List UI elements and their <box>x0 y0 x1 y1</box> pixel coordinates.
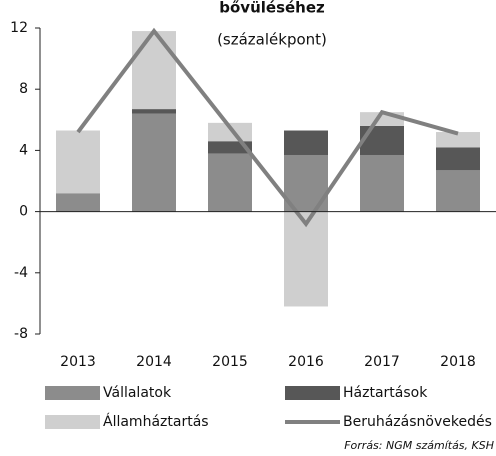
y-tick-label: 12 <box>10 20 28 36</box>
x-tick-label: 2018 <box>440 354 476 370</box>
legend-swatch <box>285 386 340 400</box>
x-tick-label: 2014 <box>136 354 172 370</box>
y-tick-label: -8 <box>14 326 28 342</box>
legend-label: Államháztartás <box>103 413 209 430</box>
bar-segment <box>208 153 252 212</box>
line-series <box>76 27 459 228</box>
bar-segment <box>436 132 480 148</box>
x-tick-label: 2017 <box>364 354 400 370</box>
bar-segment <box>360 154 404 212</box>
x-tick-label: 2015 <box>212 354 248 370</box>
legend-swatch <box>45 415 100 429</box>
legend-label: Beruházásnövekedés <box>343 414 492 430</box>
bar-segment <box>56 193 100 212</box>
x-tick-label: 2013 <box>60 354 96 370</box>
bar-segment <box>436 170 480 212</box>
bar-segment <box>132 113 176 212</box>
y-tick-label: -4 <box>14 265 28 281</box>
bar-segment <box>132 109 176 114</box>
legend-label: Háztartások <box>343 385 428 401</box>
bar-segment <box>360 125 404 155</box>
y-tick-label: 4 <box>19 142 28 158</box>
x-tick-label: 2016 <box>288 354 324 370</box>
bar-segment <box>284 211 328 307</box>
bar-segment <box>208 122 252 142</box>
bar-segment <box>284 130 328 155</box>
legend-label: Vállalatok <box>103 385 172 401</box>
source: Forrás: NGM számítás, KSH <box>344 439 494 452</box>
bar-segment <box>436 147 480 171</box>
chart-subtitle: (százalékpont) <box>217 31 327 49</box>
bar-segment <box>132 31 176 110</box>
legend-swatch <box>45 386 100 400</box>
chart-title: bővüléséhez <box>219 0 325 17</box>
y-tick-label: 0 <box>19 204 28 220</box>
y-tick-label: 8 <box>19 81 28 97</box>
bar-segment <box>56 130 100 194</box>
